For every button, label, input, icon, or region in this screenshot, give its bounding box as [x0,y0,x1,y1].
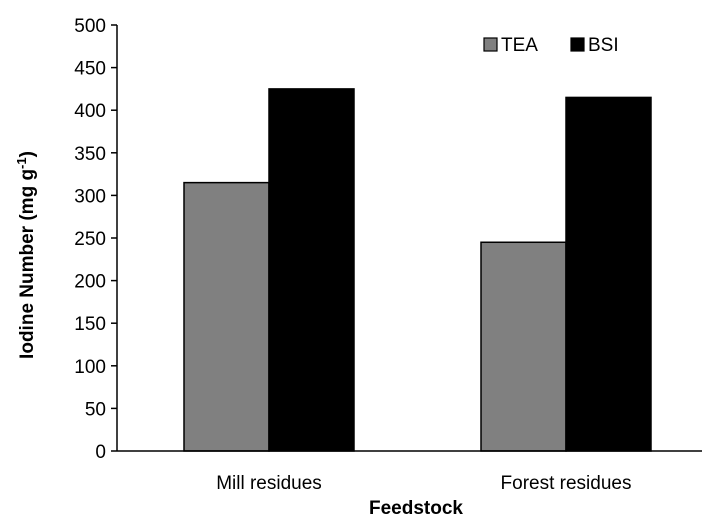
y-tick-label: 150 [74,314,106,335]
legend-swatch-tea [484,38,497,51]
bar-bsi-forest-residues [566,97,651,451]
y-tick-label: 250 [74,229,106,250]
y-tick-label: 500 [74,16,106,37]
x-axis-title: Feedstock [369,498,463,519]
x-axis-tick-labels: Mill residues Forest residues [216,473,631,494]
y-tick-label: 350 [74,144,106,165]
y-axis-title-superscript: -1 [14,157,29,169]
y-tick-label: 400 [74,101,106,122]
y-axis-title-suffix: ) [17,151,38,157]
legend: TEA BSI [484,35,619,56]
legend-swatch-bsi [571,38,584,51]
y-axis-title-main: Iodine Number (mg g [17,169,38,359]
y-tick-label: 450 [74,59,106,80]
legend-label-tea: TEA [501,35,538,56]
x-tick-label: Mill residues [216,473,322,494]
legend-label-bsi: BSI [588,35,619,56]
y-axis-tick-labels: 0 50 100 150 200 250 300 350 400 450 500 [74,16,106,463]
y-tick-label: 100 [74,357,106,378]
y-tick-label: 50 [85,399,106,420]
y-tick-label: 0 [95,442,106,463]
bar-tea-mill-residues [184,183,269,451]
y-axis-title: Iodine Number (mg g-1) [14,151,38,359]
y-tick-label: 200 [74,272,106,293]
y-axis-tick-marks [111,25,117,451]
y-tick-label: 300 [74,186,106,207]
bar-tea-forest-residues [481,242,566,451]
x-tick-label: Forest residues [501,473,632,494]
bar-bsi-mill-residues [269,89,354,451]
bars [184,89,651,451]
